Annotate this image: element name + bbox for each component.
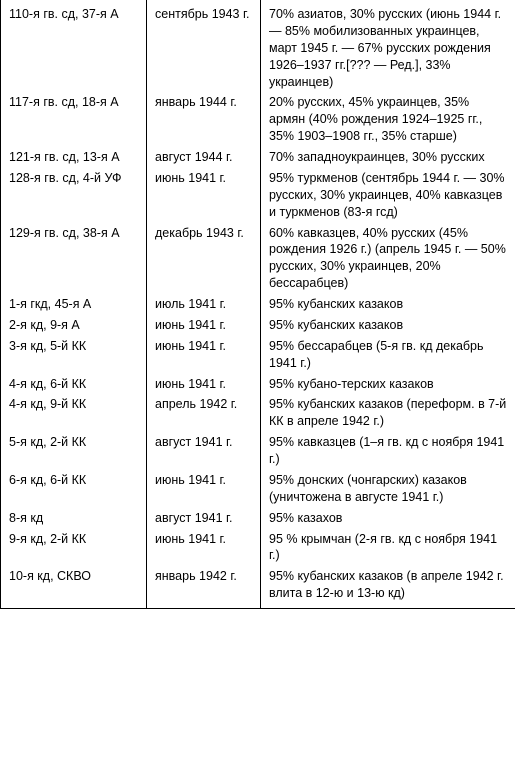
composition-cell: 70% западноукраинцев, 30% русских — [261, 147, 515, 168]
table-row: 128-я гв. сд, 4-й УФиюнь 1941 г.95% турк… — [1, 168, 515, 223]
date-cell: сентябрь 1943 г. — [147, 0, 261, 92]
unit-cell: 121-я гв. сд, 13-я А — [1, 147, 147, 168]
unit-cell: 129-я гв. сд, 38-я А — [1, 223, 147, 295]
date-cell: декабрь 1943 г. — [147, 223, 261, 295]
unit-cell: 2-я кд, 9-я А — [1, 315, 147, 336]
unit-cell: 10-я кд, СКВО — [1, 566, 147, 608]
table-row: 9-я кд, 2-й ККиюнь 1941 г.95 % крымчан (… — [1, 529, 515, 567]
unit-cell: 3-я кд, 5-й КК — [1, 336, 147, 374]
date-cell: август 1941 г. — [147, 432, 261, 470]
unit-cell: 1-я гкд, 45-я А — [1, 294, 147, 315]
unit-cell: 117-я гв. сд, 18-я А — [1, 92, 147, 147]
divisions-table-body: 110-я гв. сд, 37-я Асентябрь 1943 г.70% … — [1, 0, 515, 609]
date-cell: июнь 1941 г. — [147, 374, 261, 395]
composition-cell: 95% кубанских казаков (переформ. в 7-й К… — [261, 394, 515, 432]
unit-cell: 4-я кд, 9-й КК — [1, 394, 147, 432]
table-row: 110-я гв. сд, 37-я Асентябрь 1943 г.70% … — [1, 0, 515, 92]
date-cell: август 1941 г. — [147, 508, 261, 529]
composition-cell: 60% кавказцев, 40% русских (45% рождения… — [261, 223, 515, 295]
composition-cell: 95% донских (чонгарских) казаков (уничто… — [261, 470, 515, 508]
table-row: 6-я кд, 6-й ККиюнь 1941 г.95% донских (ч… — [1, 470, 515, 508]
date-cell: июнь 1941 г. — [147, 529, 261, 567]
date-cell: июнь 1941 г. — [147, 315, 261, 336]
table-row: 1-я гкд, 45-я Аиюль 1941 г.95% кубанских… — [1, 294, 515, 315]
table-row: 10-я кд, СКВОянварь 1942 г.95% кубанских… — [1, 566, 515, 608]
unit-cell: 6-я кд, 6-й КК — [1, 470, 147, 508]
table-row: 121-я гв. сд, 13-я Аавгуст 1944 г.70% за… — [1, 147, 515, 168]
composition-cell: 95% кубанских казаков — [261, 315, 515, 336]
table-row: 4-я кд, 9-й ККапрель 1942 г.95% кубански… — [1, 394, 515, 432]
table-row: 2-я кд, 9-я Аиюнь 1941 г.95% кубанских к… — [1, 315, 515, 336]
composition-cell: 95% кубанских казаков (в апреле 1942 г. … — [261, 566, 515, 608]
table-row: 129-я гв. сд, 38-я Адекабрь 1943 г.60% к… — [1, 223, 515, 295]
table-row: 4-я кд, 6-й ККиюнь 1941 г.95% кубано-тер… — [1, 374, 515, 395]
date-cell: январь 1944 г. — [147, 92, 261, 147]
table-row: 8-я кдавгуст 1941 г.95% казахов — [1, 508, 515, 529]
composition-cell: 95% бессарабцев (5-я гв. кд декабрь 1941… — [261, 336, 515, 374]
composition-cell: 95% казахов — [261, 508, 515, 529]
date-cell: июль 1941 г. — [147, 294, 261, 315]
date-cell: июнь 1941 г. — [147, 168, 261, 223]
composition-cell: 95 % крымчан (2-я гв. кд с ноября 1941 г… — [261, 529, 515, 567]
composition-cell: 20% русских, 45% украинцев, 35% армян (4… — [261, 92, 515, 147]
table-row: 3-я кд, 5-й ККиюнь 1941 г.95% бессарабце… — [1, 336, 515, 374]
unit-cell: 110-я гв. сд, 37-я А — [1, 0, 147, 92]
composition-cell: 95% кавказцев (1–я гв. кд с ноября 1941 … — [261, 432, 515, 470]
date-cell: январь 1942 г. — [147, 566, 261, 608]
composition-cell: 70% азиатов, 30% русских (июнь 1944 г. —… — [261, 0, 515, 92]
unit-cell: 9-я кд, 2-й КК — [1, 529, 147, 567]
composition-cell: 95% кубанских казаков — [261, 294, 515, 315]
unit-cell: 5-я кд, 2-й КК — [1, 432, 147, 470]
unit-cell: 4-я кд, 6-й КК — [1, 374, 147, 395]
date-cell: июнь 1941 г. — [147, 470, 261, 508]
composition-cell: 95% туркменов (сентябрь 1944 г. — 30% ру… — [261, 168, 515, 223]
date-cell: июнь 1941 г. — [147, 336, 261, 374]
date-cell: август 1944 г. — [147, 147, 261, 168]
divisions-table: 110-я гв. сд, 37-я Асентябрь 1943 г.70% … — [0, 0, 515, 609]
table-row: 117-я гв. сд, 18-я Аянварь 1944 г.20% ру… — [1, 92, 515, 147]
composition-cell: 95% кубано-терских казаков — [261, 374, 515, 395]
table-row: 5-я кд, 2-й ККавгуст 1941 г.95% кавказце… — [1, 432, 515, 470]
unit-cell: 128-я гв. сд, 4-й УФ — [1, 168, 147, 223]
date-cell: апрель 1942 г. — [147, 394, 261, 432]
unit-cell: 8-я кд — [1, 508, 147, 529]
